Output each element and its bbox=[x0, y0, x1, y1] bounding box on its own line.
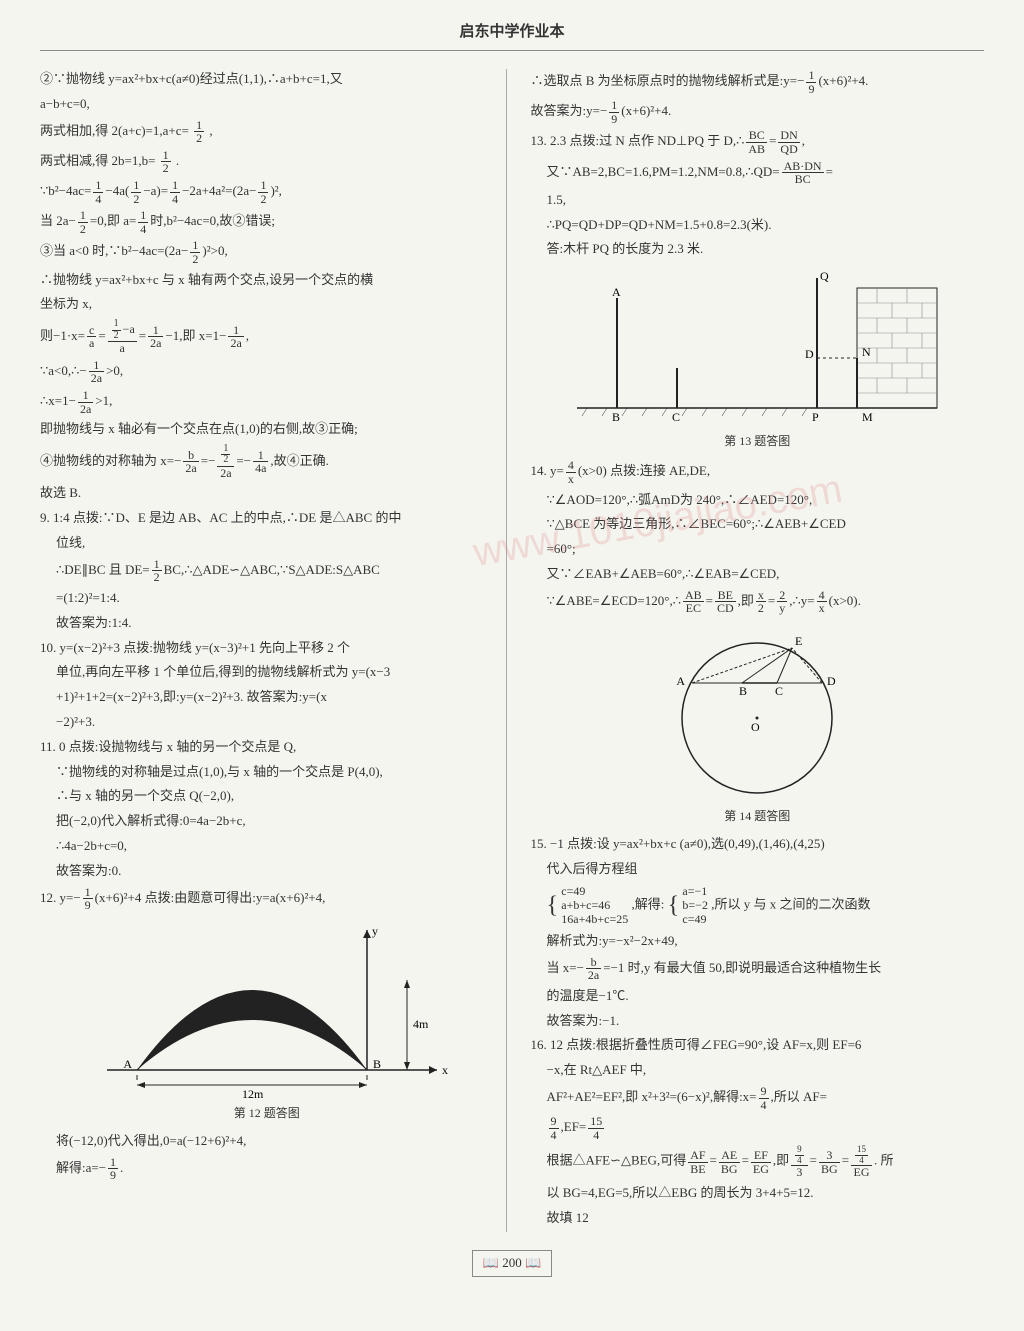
figure-caption: 第 14 题答图 bbox=[531, 807, 985, 826]
pole-wall-diagram: A B C D M N P Q bbox=[557, 268, 957, 428]
parabola-arch-diagram: A B x y 12m 4m bbox=[77, 920, 457, 1100]
label-Q: Q bbox=[820, 269, 829, 283]
text-line: 又∵AB=2,BC=1.6,PM=1.2,NM=0.8,∴QD=AB·DNBC= bbox=[531, 160, 985, 186]
text-line: 94,EF=154 bbox=[531, 1115, 985, 1141]
label-B: B bbox=[612, 410, 620, 424]
text-line: ∴4a−2b+c=0, bbox=[40, 836, 494, 857]
label-C: C bbox=[775, 684, 783, 698]
text-line: 两式相加,得 2(a+c)=1,a+c= 12 , bbox=[40, 119, 494, 145]
text-line: 则−1·x=ca=12−aa=12a−1,即 x=1−12a, bbox=[40, 319, 494, 355]
label-x: x bbox=[442, 1063, 448, 1077]
figure-caption: 第 12 题答图 bbox=[40, 1104, 494, 1123]
text-line: 11. 0 点拨:设抛物线与 x 轴的另一个交点是 Q, bbox=[40, 737, 494, 758]
label-D: D bbox=[827, 674, 836, 688]
label-12m: 12m bbox=[242, 1087, 264, 1100]
label-4m: 4m bbox=[413, 1017, 429, 1031]
figure-14: A B C D E O 第 14 题答图 bbox=[531, 623, 985, 826]
two-column-layout: ②∵抛物线 y=ax²+bx+c(a≠0)经过点(1,1),∴a+b+c=1,又… bbox=[40, 69, 984, 1232]
text-line: 1.5, bbox=[531, 190, 985, 211]
label-B: B bbox=[373, 1057, 381, 1071]
text-line: 16. 12 点拨:根据折叠性质可得∠FEG=90°,设 AF=x,则 EF=6 bbox=[531, 1035, 985, 1056]
book-icon: 📖 bbox=[525, 1255, 541, 1270]
left-column: ②∵抛物线 y=ax²+bx+c(a≠0)经过点(1,1),∴a+b+c=1,又… bbox=[40, 69, 507, 1232]
text-line: 又∵∠EAB+∠AEB=60°,∴∠EAB=∠CED, bbox=[531, 564, 985, 585]
text-line: 单位,再向左平移 1 个单位后,得到的抛物线解析式为 y=(x−3 bbox=[40, 662, 494, 683]
text-line: 10. y=(x−2)²+3 点拨:抛物线 y=(x−3)²+1 先向上平移 2… bbox=[40, 638, 494, 659]
text-line: 即抛物线与 x 轴必有一个交点在点(1,0)的右侧,故③正确; bbox=[40, 419, 494, 440]
label-M: M bbox=[862, 410, 873, 424]
text-line: 以 BG=4,EG=5,所以△EBG 的周长为 3+4+5=12. bbox=[531, 1183, 985, 1204]
text-line: ②∵抛物线 y=ax²+bx+c(a≠0)经过点(1,1),∴a+b+c=1,又 bbox=[40, 69, 494, 90]
text-line: ∴选取点 B 为坐标原点时的抛物线解析式是:y=−19(x+6)²+4. bbox=[531, 69, 985, 95]
label-B: B bbox=[739, 684, 747, 698]
text-line: 把(−2,0)代入解析式得:0=4a−2b+c, bbox=[40, 811, 494, 832]
text-line: 当 2a−12=0,即 a=14时,b²−4ac=0,故②错误; bbox=[40, 209, 494, 235]
header-title-text: 启东中学作业本 bbox=[459, 24, 564, 40]
text-line: 9. 1:4 点拨:∵D、E 是边 AB、AC 上的中点,∴DE 是△ABC 的… bbox=[40, 508, 494, 529]
text-line: ∵△BCE 为等边三角形,∴∠BEC=60°;∴∠AEB+∠CED bbox=[531, 514, 985, 535]
label-N: N bbox=[862, 345, 871, 359]
text-line: ∴与 x 轴的另一个交点 Q(−2,0), bbox=[40, 786, 494, 807]
circle-triangle-diagram: A B C D E O bbox=[647, 623, 867, 803]
text-line: 答:木杆 PQ 的长度为 2.3 米. bbox=[531, 239, 985, 260]
text-line: ∴x=1−12a>1, bbox=[40, 389, 494, 415]
text-line: a−b+c=0, bbox=[40, 94, 494, 115]
text-line: 两式相减,得 2b=1,b= 12 . bbox=[40, 149, 494, 175]
text-line: ∵抛物线的对称轴是过点(1,0),与 x 轴的一个交点是 P(4,0), bbox=[40, 762, 494, 783]
page-header: 启东中学作业本 bbox=[40, 20, 984, 51]
text-line: =60°; bbox=[531, 539, 985, 560]
text-line: 解析式为:y=−x²−2x+49, bbox=[531, 931, 985, 952]
text-line: ∵b²−4ac=14−4a(12−a)=14−2a+4a²=(2a−12)², bbox=[40, 179, 494, 205]
text-line: ∴抛物线 y=ax²+bx+c 与 x 轴有两个交点,设另一个交点的横 bbox=[40, 270, 494, 291]
label-y: y bbox=[372, 924, 378, 938]
label-A: A bbox=[612, 285, 621, 299]
right-column: www.1010jiajiao.com ∴选取点 B 为坐标原点时的抛物线解析式… bbox=[531, 69, 985, 1232]
label-P: P bbox=[812, 410, 819, 424]
text-line: 坐标为 x, bbox=[40, 294, 494, 315]
text-line: 的温度是−1℃. bbox=[531, 986, 985, 1007]
text-line: 故答案为:0. bbox=[40, 861, 494, 882]
label-A: A bbox=[677, 674, 686, 688]
text-line: ④抛物线的对称轴为 x=−b2a=−122a=−14a,故④正确. bbox=[40, 444, 494, 480]
text-line: =(1:2)²=1:4. bbox=[40, 588, 494, 609]
text-line: 故填 12 bbox=[531, 1208, 985, 1229]
text-line: 代入后得方程组 bbox=[531, 859, 985, 880]
text-line: −x,在 Rt△AEF 中, bbox=[531, 1060, 985, 1081]
text-line: ∵∠ABE=∠ECD=120°,∴ABEC=BECD,即x2=2y,∴y=4x(… bbox=[531, 589, 985, 615]
page-footer: 📖 200 📖 bbox=[40, 1232, 984, 1277]
text-line: 13. 2.3 点拨:过 N 点作 ND⊥PQ 于 D,∴BCAB=DNQD, bbox=[531, 129, 985, 155]
text-line: 位线, bbox=[40, 533, 494, 554]
text-line: +1)²+1+2=(x−2)²+3,即:y=(x−2)²+3. 故答案为:y=(… bbox=[40, 687, 494, 708]
text-line: 将(−12,0)代入得出,0=a(−12+6)²+4, bbox=[40, 1131, 494, 1152]
text-line: 根据△AFE∽△BEG,可得AFBE=AEBG=EFEG,即943=3BG=15… bbox=[531, 1145, 985, 1178]
text-line: ∵∠AOD=120°,∴弧AmD为 240°,∴∠AED=120°, bbox=[531, 490, 985, 511]
label-O: O bbox=[751, 720, 760, 734]
figure-13: A B C D M N P Q 第 13 题答图 bbox=[531, 268, 985, 451]
text-line: 故选 B. bbox=[40, 483, 494, 504]
text-line: 12. y=−19(x+6)²+4 点拨:由题意可得出:y=a(x+6)²+4, bbox=[40, 886, 494, 912]
text-line: AF²+AE²=EF²,即 x²+3²=(6−x)²,解得:x=94,所以 AF… bbox=[531, 1085, 985, 1111]
text-line: 15. −1 点拨:设 y=ax²+bx+c (a≠0),选(0,49),(1,… bbox=[531, 834, 985, 855]
figure-12: A B x y 12m 4m 第 12 题答图 bbox=[40, 920, 494, 1123]
text-line: ∴PQ=QD+DP=QD+NM=1.5+0.8=2.3(米). bbox=[531, 215, 985, 236]
text-line: 故答案为:−1. bbox=[531, 1011, 985, 1032]
label-C: C bbox=[672, 410, 680, 424]
text-line: 故答案为:y=−19(x+6)²+4. bbox=[531, 99, 985, 125]
label-A: A bbox=[123, 1057, 132, 1071]
text-line: ∴DE∥BC 且 DE=12BC,∴△ADE∽△ABC,∵S△ADE:S△ABC bbox=[40, 558, 494, 584]
text-line: { c=49 a+b+c=46 16a+4b+c=25 ,解得: { a=−1 … bbox=[531, 884, 985, 927]
page-number: 📖 200 📖 bbox=[472, 1250, 552, 1277]
text-line: −2)²+3. bbox=[40, 712, 494, 733]
text-line: 故答案为:1:4. bbox=[40, 613, 494, 634]
text-line: ∵a<0,∴−12a>0, bbox=[40, 359, 494, 385]
label-E: E bbox=[795, 634, 802, 648]
text-line: ③当 a<0 时,∵b²−4ac=(2a−12)²>0, bbox=[40, 239, 494, 265]
text-line: 当 x=−b2a=−1 时,y 有最大值 50,即说明最适合这种植物生长 bbox=[531, 956, 985, 982]
book-icon: 📖 bbox=[483, 1255, 499, 1270]
text-line: 14. y=4x(x>0) 点拨:连接 AE,DE, bbox=[531, 459, 985, 485]
text-line: 解得:a=−19. bbox=[40, 1156, 494, 1182]
figure-caption: 第 13 题答图 bbox=[531, 432, 985, 451]
label-D: D bbox=[805, 347, 814, 361]
